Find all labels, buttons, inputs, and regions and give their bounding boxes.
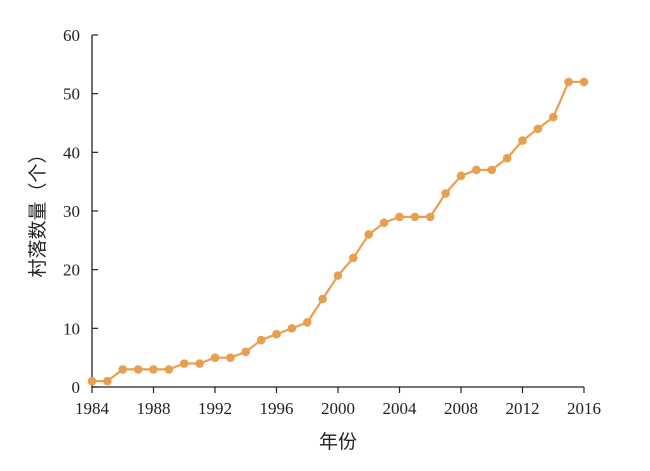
y-axis-ticks: 0 10 20 30 40 50 60: [63, 26, 98, 397]
data-point: [579, 77, 589, 87]
data-point: [472, 165, 481, 175]
y-tick-label: 60: [63, 26, 80, 45]
x-tick-label: 2012: [506, 399, 540, 418]
data-point: [395, 212, 404, 222]
x-tick-label: 1988: [137, 399, 171, 418]
data-point: [226, 353, 235, 362]
data-point: [210, 353, 220, 362]
data-point: [349, 253, 358, 263]
data-point: [333, 271, 343, 280]
x-tick-label: 2004: [383, 399, 418, 418]
x-tick-label: 2016: [567, 399, 601, 418]
data-point: [502, 153, 512, 163]
x-tick-label: 2000: [321, 399, 355, 418]
series-layer: [87, 77, 589, 386]
x-axis-title: 年份: [319, 431, 357, 453]
data-point: [302, 318, 312, 327]
x-axis-ticks: 1984 1988 1992 1996 2000 2004 2008 2012 2016: [75, 387, 601, 418]
y-tick-label: 50: [63, 85, 80, 104]
data-point: [441, 189, 450, 198]
data-point: [241, 347, 251, 357]
series-line: [92, 80, 584, 383]
y-tick-label: 40: [63, 143, 80, 162]
y-tick-label: 20: [63, 261, 80, 280]
data-point: [287, 324, 297, 333]
y-tick-label: 30: [63, 202, 80, 221]
x-tick-label: 1996: [260, 399, 294, 418]
data-point: [118, 365, 128, 374]
data-point: [379, 218, 389, 228]
data-point: [456, 171, 466, 181]
y-tick-label: 0: [72, 378, 81, 397]
data-point: [179, 359, 189, 368]
y-axis-title: 村落数量（个）: [27, 144, 49, 277]
data-point: [272, 329, 281, 339]
x-tick-label: 2008: [444, 399, 478, 418]
x-tick-label: 1992: [198, 399, 232, 418]
data-point: [364, 230, 374, 239]
y-tick-label: 10: [63, 319, 80, 338]
data-point: [195, 359, 204, 368]
data-point: [256, 335, 266, 345]
data-point: [487, 165, 497, 175]
data-point: [533, 124, 543, 134]
data-point: [133, 365, 143, 374]
x-tick-label: 1984: [75, 399, 110, 418]
data-point: [564, 77, 573, 87]
data-point: [164, 365, 174, 374]
data-point: [410, 212, 420, 222]
data-point: [518, 136, 527, 145]
data-point: [318, 294, 327, 304]
data-point: [425, 212, 435, 222]
data-point: [149, 365, 158, 374]
data-point: [548, 112, 558, 122]
data-point: [87, 376, 97, 386]
axes: [91, 35, 584, 388]
data-point: [103, 376, 112, 386]
